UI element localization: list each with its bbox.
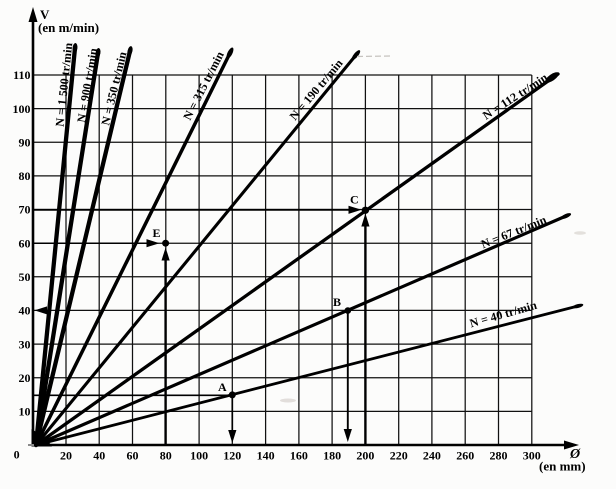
svg-text:240: 240 — [423, 449, 441, 463]
svg-text:60: 60 — [19, 236, 31, 250]
svg-text:40: 40 — [19, 304, 31, 318]
svg-text:200: 200 — [356, 449, 374, 463]
svg-text:20: 20 — [60, 449, 72, 463]
svg-text:280: 280 — [490, 449, 508, 463]
svg-text:180: 180 — [323, 449, 341, 463]
svg-text:E: E — [153, 226, 161, 240]
svg-text:260: 260 — [456, 449, 474, 463]
svg-text:10: 10 — [19, 405, 31, 419]
svg-text:V: V — [40, 7, 50, 22]
svg-text:60: 60 — [127, 449, 139, 463]
svg-text:100: 100 — [13, 102, 31, 116]
svg-text:90: 90 — [19, 135, 31, 149]
svg-text:40: 40 — [93, 449, 105, 463]
svg-text:30: 30 — [19, 337, 31, 351]
svg-text:(en mm): (en mm) — [539, 459, 586, 474]
svg-text:220: 220 — [390, 449, 408, 463]
svg-text:160: 160 — [290, 449, 308, 463]
svg-text:80: 80 — [160, 449, 172, 463]
svg-text:Ø: Ø — [569, 447, 581, 462]
svg-text:120: 120 — [223, 449, 241, 463]
svg-text:70: 70 — [19, 203, 31, 217]
svg-text:50: 50 — [19, 270, 31, 284]
svg-text:B: B — [333, 295, 341, 309]
svg-text:140: 140 — [257, 449, 275, 463]
svg-text:100: 100 — [190, 449, 208, 463]
svg-text:20: 20 — [19, 371, 31, 385]
svg-text:110: 110 — [13, 68, 30, 82]
svg-text:(en m/min): (en m/min) — [38, 20, 99, 35]
svg-text:C: C — [350, 193, 359, 207]
svg-text:80: 80 — [19, 169, 31, 183]
svg-text:0: 0 — [14, 448, 20, 462]
svg-text:A: A — [218, 380, 227, 394]
svg-text:300: 300 — [523, 449, 541, 463]
